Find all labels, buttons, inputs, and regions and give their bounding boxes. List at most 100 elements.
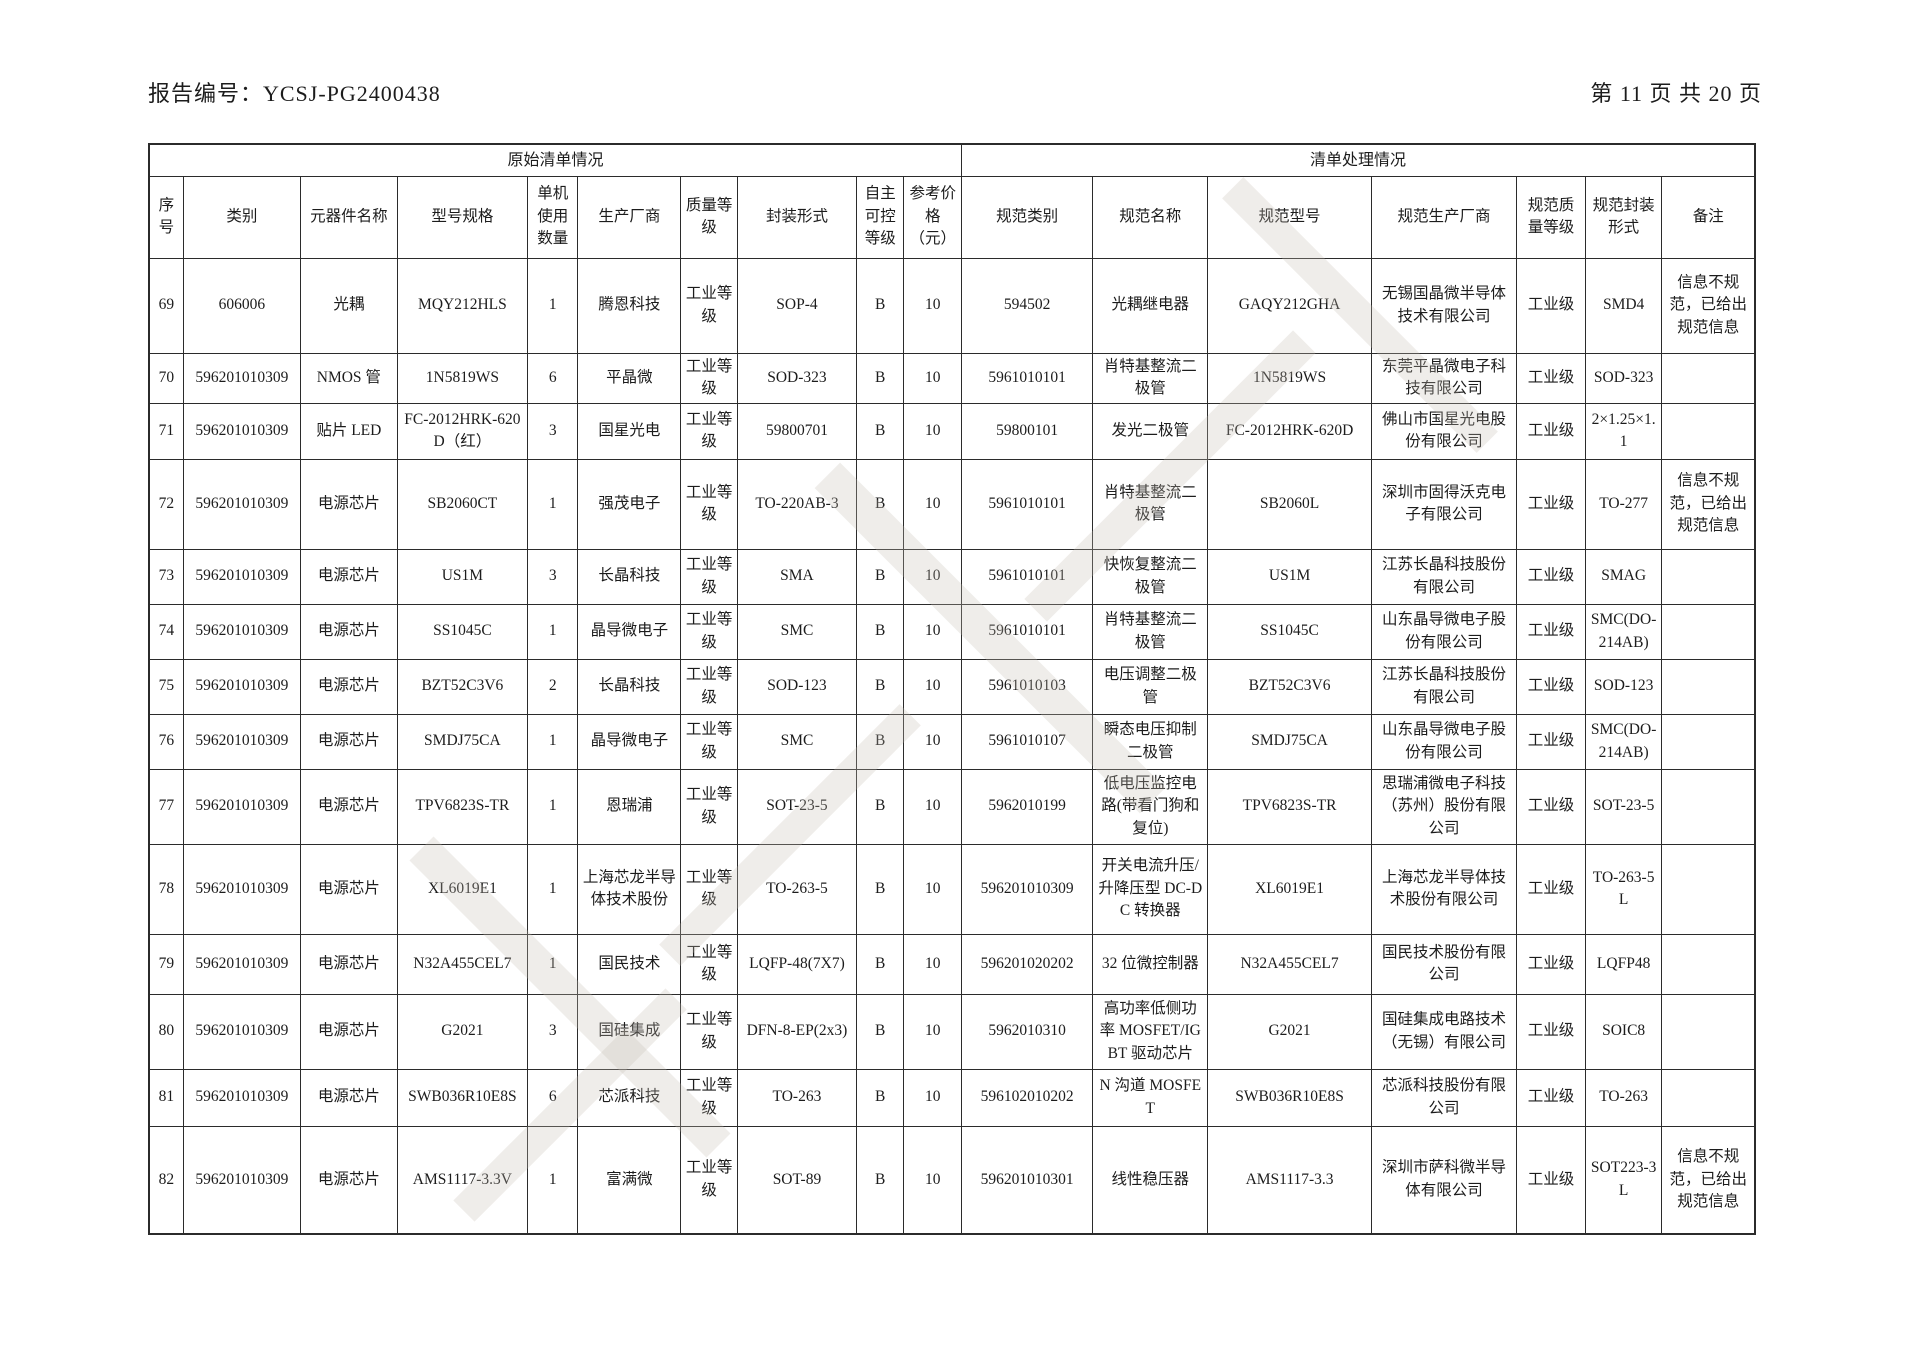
table-cell: MQY212HLS <box>396 257 528 354</box>
table-cell: 10 <box>903 843 963 935</box>
table-cell: 工业等级 <box>680 257 738 354</box>
table-cell: 5961010101 <box>961 603 1094 660</box>
table-cell: 工业等级 <box>680 713 738 770</box>
table-row: 74 596201010309 电源芯片 SS1045C 1 晶导微电子 工业等级 SMC B 1… <box>147 603 1757 660</box>
table-row: 82 596201010309 电源芯片 AMS1117-3.3V 1 富满微 工业等级 SO… <box>147 1125 1757 1235</box>
table-cell <box>1661 1068 1757 1127</box>
table-cell: B <box>855 603 905 660</box>
column-header-13: 规范生产厂商 <box>1370 175 1518 259</box>
column-header-14: 规范质量等级 <box>1516 175 1586 259</box>
table-cell: 工业级 <box>1516 603 1586 660</box>
table-cell: 1 <box>526 843 579 935</box>
table-cell: TO-263 <box>736 1068 858 1127</box>
table-cell: 国硅集成电路技术（无锡）有限公司 <box>1370 993 1518 1070</box>
table-cell: 3 <box>526 993 579 1070</box>
table-cell: 2 <box>526 658 579 715</box>
column-header-0: 序号 <box>147 175 184 259</box>
table-cell: 工业级 <box>1516 713 1586 770</box>
table-cell: TO-220AB-3 <box>736 458 858 550</box>
table-cell: US1M <box>1207 548 1372 605</box>
table-cell: 工业级 <box>1516 458 1586 550</box>
table-cell: 1 <box>526 1125 579 1235</box>
table-cell: 工业等级 <box>680 458 738 550</box>
table-cell: 596201010309 <box>182 1068 301 1127</box>
column-header-12: 规范型号 <box>1207 175 1372 259</box>
column-header-row: 序号 类别 元器件名称 型号规格 单机使用数量 生产厂商 质量等级 封装形式 自主可控等级 参考价… <box>147 175 1757 259</box>
table-cell: 电源芯片 <box>299 458 398 550</box>
table-cell: LQFP-48(7X7) <box>736 933 858 995</box>
table-cell: N32A455CEL7 <box>396 933 528 995</box>
table-cell: 69 <box>147 257 184 354</box>
table-cell: 1N5819WS <box>396 352 528 404</box>
table-cell: 晶导微电子 <box>577 603 682 660</box>
table-cell: G2021 <box>396 993 528 1070</box>
table-cell: SMD4 <box>1584 257 1663 354</box>
table-cell: 电源芯片 <box>299 768 398 845</box>
table-cell: B <box>855 933 905 995</box>
table-cell <box>1661 713 1757 770</box>
table-cell: 腾恩科技 <box>577 257 682 354</box>
table-cell: 强茂电子 <box>577 458 682 550</box>
table-cell <box>1661 548 1757 605</box>
table-cell: 工业等级 <box>680 352 738 404</box>
table-row: 71 596201010309 贴片 LED FC-2012HRK-620D（红） 3 国… <box>147 402 1757 460</box>
table-cell: 2×1.25×1.1 <box>1584 402 1663 460</box>
table-cell: 光耦继电器 <box>1092 257 1209 354</box>
table-cell: 工业级 <box>1516 548 1586 605</box>
table-cell: AMS1117-3.3 <box>1207 1125 1372 1235</box>
table-cell: 74 <box>147 603 184 660</box>
group-header-original: 原始清单情况 <box>148 143 963 177</box>
table-cell: 肖特基整流二极管 <box>1092 352 1209 404</box>
table-cell: 5962010199 <box>961 768 1094 845</box>
table-cell: 596201010309 <box>182 352 301 404</box>
column-header-9: 参考价格（元） <box>903 175 963 259</box>
table-row: 75 596201010309 电源芯片 BZT52C3V6 2 长晶科技 工业等级 SOD-… <box>147 658 1757 715</box>
table-cell: 596201010309 <box>182 402 301 460</box>
table-cell: SOT-23-5 <box>1584 768 1663 845</box>
table-cell: 晶导微电子 <box>577 713 682 770</box>
table-cell: 上海芯龙半导体技术股份 <box>577 843 682 935</box>
table-cell: 606006 <box>182 257 301 354</box>
table-cell: 10 <box>903 993 963 1070</box>
table-cell: SOD-123 <box>1584 658 1663 715</box>
table-cell: B <box>855 1068 905 1127</box>
table-cell: 工业等级 <box>680 843 738 935</box>
table-cell: B <box>855 843 905 935</box>
table-cell: 1 <box>526 933 579 995</box>
table-cell: 596201010301 <box>961 1125 1094 1235</box>
column-header-5: 生产厂商 <box>577 175 682 259</box>
table-cell: TO-263-5 <box>736 843 858 935</box>
table-cell: 5961010107 <box>961 713 1094 770</box>
table-cell: 电源芯片 <box>299 548 398 605</box>
table-cell: 信息不规范，已给出规范信息 <box>1661 257 1757 354</box>
table-cell: 电源芯片 <box>299 843 398 935</box>
table-cell <box>1661 993 1757 1070</box>
column-header-16: 备注 <box>1661 175 1757 259</box>
table-cell: 596201010309 <box>182 603 301 660</box>
table-cell: 工业等级 <box>680 1125 738 1235</box>
table-cell: 工业等级 <box>680 933 738 995</box>
table-cell: GAQY212GHA <box>1207 257 1372 354</box>
table-cell: B <box>855 352 905 404</box>
table-cell: B <box>855 458 905 550</box>
table-cell: 5961010103 <box>961 658 1094 715</box>
table-cell: 工业级 <box>1516 993 1586 1070</box>
table-cell: 工业等级 <box>680 603 738 660</box>
table-cell: 无锡国晶微半导体技术有限公司 <box>1370 257 1518 354</box>
table-cell: 长晶科技 <box>577 548 682 605</box>
table-cell: 电压调整二极管 <box>1092 658 1209 715</box>
table-cell: SOT-89 <box>736 1125 858 1235</box>
table-cell: 工业级 <box>1516 352 1586 404</box>
table-cell: 596201010309 <box>182 658 301 715</box>
column-header-15: 规范封装形式 <box>1584 175 1663 259</box>
table-cell: 71 <box>147 402 184 460</box>
table-cell: 76 <box>147 713 184 770</box>
table-cell: 电源芯片 <box>299 603 398 660</box>
table-cell: 10 <box>903 1068 963 1127</box>
table-cell: SWB036R10E8S <box>1207 1068 1372 1127</box>
table-cell: 工业等级 <box>680 548 738 605</box>
table-cell: 肖特基整流二极管 <box>1092 603 1209 660</box>
table-cell: B <box>855 1125 905 1235</box>
table-row: 80 596201010309 电源芯片 G2021 3 国硅集成 工业等级 DFN-8-EP… <box>147 993 1757 1070</box>
table-cell: 深圳市固得沃克电子有限公司 <box>1370 458 1518 550</box>
